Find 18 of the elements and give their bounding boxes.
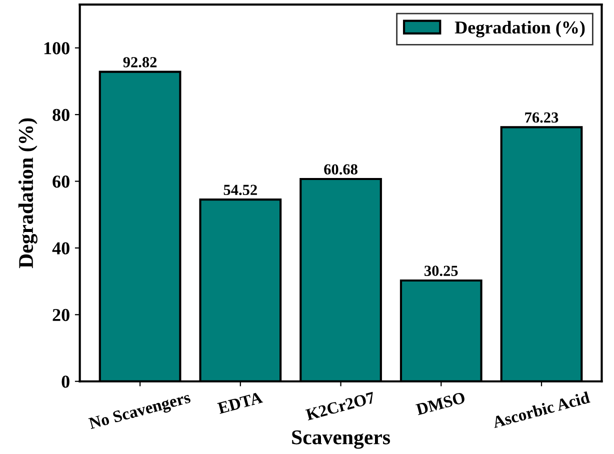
y-tick-label: 40 (52, 242, 70, 254)
x-axis-title: Scavengers (292, 430, 390, 449)
legend-label: Degradation (%) (454, 20, 585, 38)
x-tick-label: No Scavengers (88, 392, 192, 433)
y-tick-label: 20 (52, 308, 70, 322)
data-label: 76.23 (525, 112, 558, 123)
y-tick-label: 80 (52, 108, 70, 122)
data-label: 54.52 (224, 184, 257, 196)
y-axis-title: Degradation (%) (18, 118, 38, 268)
y-tick-label: 60 (52, 176, 70, 188)
x-tick-label: DMSO (415, 392, 466, 416)
data-label: 30.25 (424, 266, 458, 276)
data-label: 92.82 (123, 57, 157, 68)
y-tick-label: 0 (62, 376, 70, 388)
x-tick-label: Ascorbic Acid (492, 391, 590, 428)
data-label: 60.68 (324, 164, 358, 175)
x-tick-label: EDTA (217, 392, 264, 414)
y-tick-label: 100 (44, 42, 70, 54)
